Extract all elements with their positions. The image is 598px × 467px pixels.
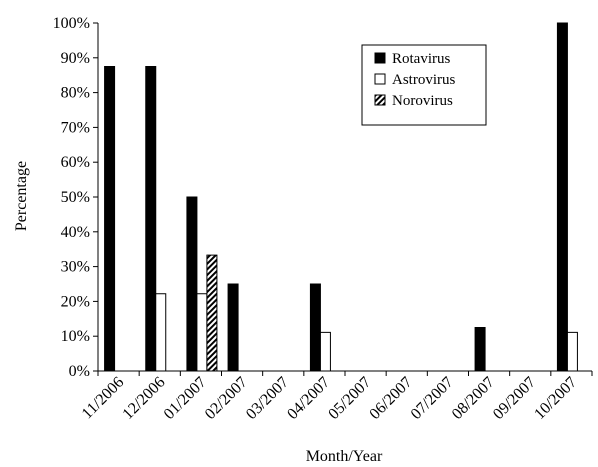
y-tick-label: 100%: [53, 15, 90, 32]
y-tick-label: 30%: [61, 259, 90, 276]
x-tick-label: 11/2006: [79, 374, 128, 423]
x-tick-label: 05/2007: [325, 374, 374, 423]
y-tick-label: 0%: [69, 363, 90, 380]
bars: [104, 22, 578, 372]
legend-label: Norovirus: [392, 93, 453, 109]
bar-rotavirus: [474, 327, 486, 372]
x-tick-label: 08/2007: [449, 374, 498, 423]
x-tick-label: 01/2007: [161, 374, 210, 423]
y-tick-label: 10%: [61, 328, 90, 345]
legend: Rotavirus Astrovirus Norovirus: [361, 44, 487, 126]
y-tick-label: 60%: [61, 154, 90, 171]
y-tick-label: 70%: [61, 119, 90, 136]
y-tick-label: 90%: [61, 50, 90, 67]
bar-rotavirus: [309, 283, 321, 372]
x-axis-ticks: 11/200612/200601/200702/200703/200704/20…: [79, 371, 593, 423]
y-tick-label: 20%: [61, 293, 90, 310]
bar-astrovirus: [319, 331, 331, 372]
x-tick-label: 10/2007: [531, 374, 580, 423]
x-tick-label: 04/2007: [284, 374, 333, 423]
x-tick-label: 09/2007: [490, 374, 539, 423]
x-tick-label: 02/2007: [202, 374, 251, 423]
x-tick-label: 07/2007: [408, 374, 457, 423]
x-tick-label: 06/2007: [366, 374, 415, 423]
legend-swatch: [374, 52, 386, 64]
legend-swatch: [374, 94, 386, 106]
y-tick-label: 40%: [61, 224, 90, 241]
x-tick-label: 12/2006: [119, 374, 168, 423]
legend-swatch: [374, 73, 386, 85]
bar-astrovirus: [196, 293, 208, 372]
bar-astrovirus: [566, 331, 578, 372]
y-tick-label: 80%: [61, 85, 90, 102]
x-tick-label: 03/2007: [243, 374, 292, 423]
x-axis-title: Month/Year: [306, 448, 383, 465]
legend-label: Rotavirus: [392, 51, 450, 67]
bar-rotavirus: [556, 22, 568, 372]
bar-rotavirus: [145, 66, 157, 372]
y-axis-title: Percentage: [13, 161, 30, 231]
y-tick-label: 50%: [61, 189, 90, 206]
bar-norovirus: [206, 254, 218, 372]
legend-label: Astrovirus: [392, 72, 455, 88]
bar-astrovirus: [155, 293, 167, 372]
bar-rotavirus: [227, 283, 239, 372]
bar-rotavirus: [104, 66, 116, 372]
bar-rotavirus: [186, 196, 198, 372]
y-axis-ticks: 0% 10% 20% 30% 40% 50% 60% 70% 80% 90% 100%: [53, 15, 98, 380]
